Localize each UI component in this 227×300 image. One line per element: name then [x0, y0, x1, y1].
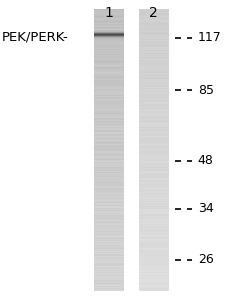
- Text: PEK/PERK-: PEK/PERK-: [2, 31, 69, 44]
- Text: 48: 48: [198, 154, 214, 167]
- Text: 26: 26: [198, 253, 214, 266]
- Text: 85: 85: [198, 83, 214, 97]
- Text: 1: 1: [104, 6, 113, 20]
- Text: 34: 34: [198, 202, 214, 215]
- Text: 117: 117: [198, 31, 222, 44]
- Text: 2: 2: [149, 6, 158, 20]
